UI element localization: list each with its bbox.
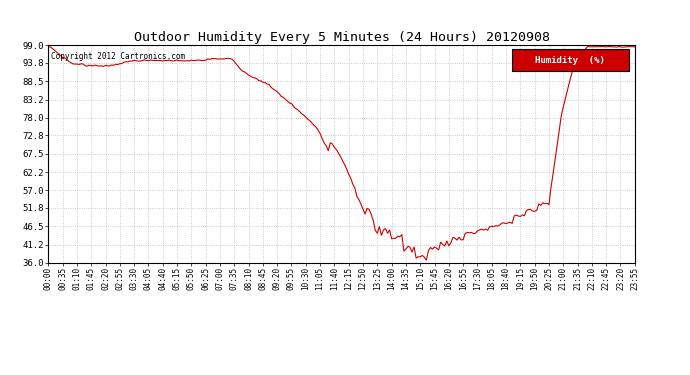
- Text: Humidity  (%): Humidity (%): [535, 56, 605, 65]
- FancyBboxPatch shape: [512, 50, 629, 71]
- Text: Copyright 2012 Cartronics.com: Copyright 2012 Cartronics.com: [51, 51, 186, 60]
- Title: Outdoor Humidity Every 5 Minutes (24 Hours) 20120908: Outdoor Humidity Every 5 Minutes (24 Hou…: [134, 31, 549, 44]
